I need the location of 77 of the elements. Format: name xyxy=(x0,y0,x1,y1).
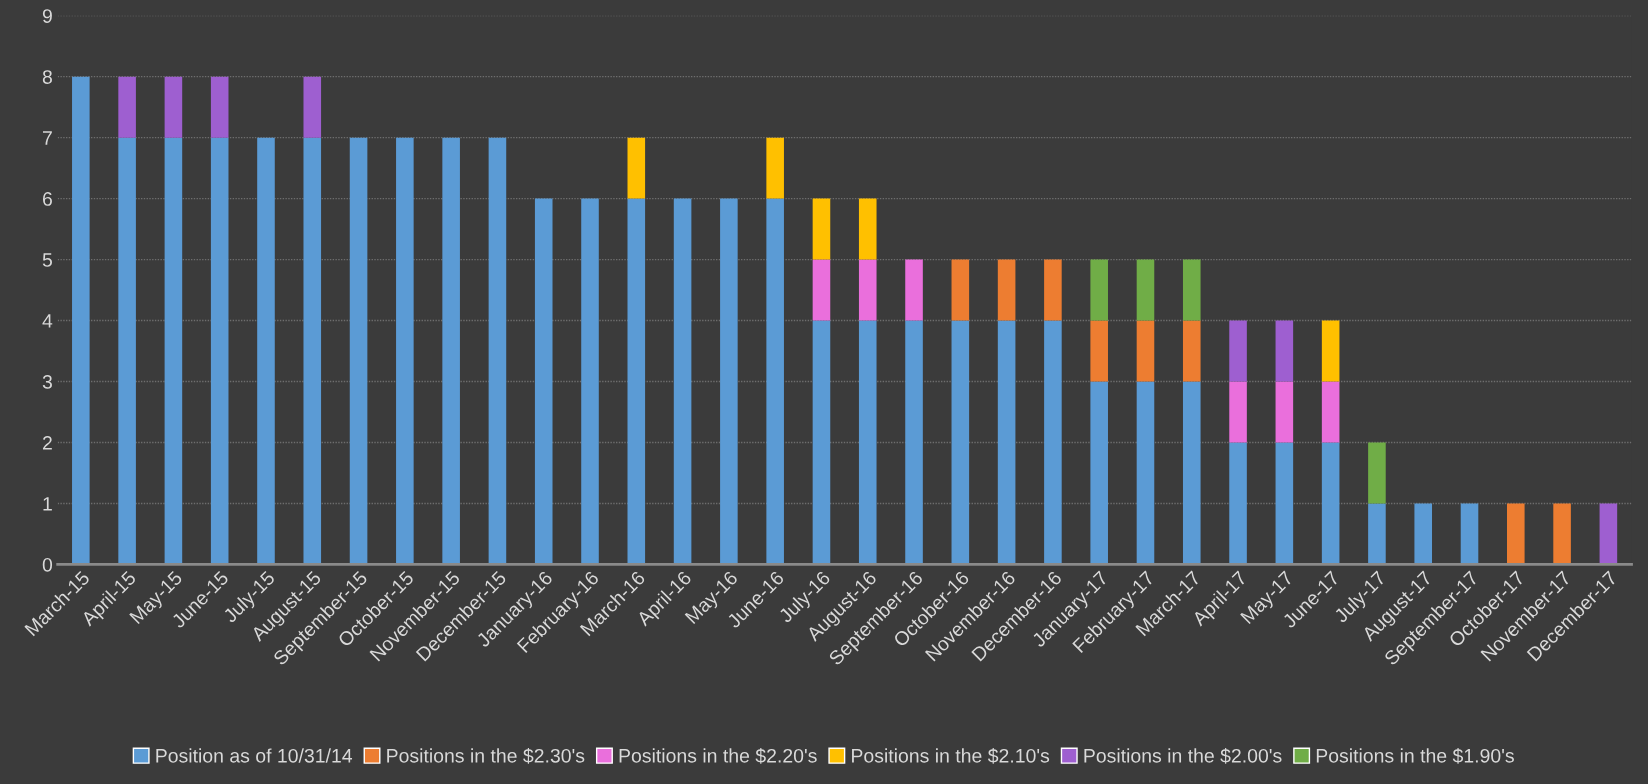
bar xyxy=(442,137,460,565)
bar xyxy=(303,76,322,138)
bar xyxy=(812,320,831,565)
y-tick-label: 6 xyxy=(42,192,52,206)
bar xyxy=(349,137,368,565)
bar xyxy=(118,137,136,565)
bar xyxy=(1090,381,1108,565)
bar xyxy=(858,259,877,321)
y-tick-label: 9 xyxy=(42,9,52,23)
bar xyxy=(673,198,692,565)
bar xyxy=(72,76,90,565)
bar xyxy=(396,137,414,565)
y-tick-label: 8 xyxy=(42,70,52,84)
legend-label: Position as of 10/31/14 xyxy=(156,748,353,763)
bar xyxy=(997,259,1016,321)
y-tick-label: 1 xyxy=(43,497,52,511)
bar xyxy=(1460,503,1479,565)
bar xyxy=(257,137,275,565)
bar xyxy=(210,76,229,138)
bar xyxy=(905,320,923,565)
legend-label: Positions in the $2.30's xyxy=(387,748,585,764)
bar xyxy=(581,198,599,565)
bar xyxy=(1599,503,1618,565)
bar xyxy=(951,320,970,565)
bar xyxy=(1044,320,1062,565)
bar xyxy=(1136,381,1155,565)
bar xyxy=(164,137,183,565)
bar xyxy=(1136,259,1155,321)
bar xyxy=(1229,381,1247,443)
bar xyxy=(1321,320,1340,382)
bar xyxy=(1229,442,1247,565)
legend-label: Positions in the $2.00's xyxy=(1084,748,1282,764)
y-tick-label: 4 xyxy=(42,314,53,328)
bar xyxy=(118,76,136,138)
bar xyxy=(1507,503,1525,565)
legend-label: Positions in the $2.20's xyxy=(619,748,817,764)
bar xyxy=(1275,381,1294,443)
bar xyxy=(858,320,877,565)
bar xyxy=(210,137,229,565)
bar xyxy=(997,320,1016,565)
bar xyxy=(1553,503,1571,565)
bar xyxy=(812,198,831,260)
bar xyxy=(951,259,970,321)
bar xyxy=(1368,442,1386,504)
y-tick-label: 3 xyxy=(42,375,52,389)
bar xyxy=(1044,259,1062,321)
y-tick-label: 0 xyxy=(42,557,53,572)
bar xyxy=(534,198,553,565)
y-tick-label: 7 xyxy=(43,131,52,145)
bar xyxy=(720,198,738,565)
bar xyxy=(488,137,507,565)
bar xyxy=(1275,442,1294,565)
bar xyxy=(858,198,877,260)
bar xyxy=(627,137,646,199)
bar xyxy=(905,259,923,321)
bar xyxy=(1368,503,1386,565)
bar xyxy=(1229,320,1247,382)
bar xyxy=(1321,381,1340,443)
bar xyxy=(1414,503,1433,565)
bar xyxy=(766,137,784,199)
bar xyxy=(1275,320,1294,382)
legend-label: Positions in the $1.90's xyxy=(1316,748,1514,764)
bar xyxy=(303,137,322,565)
y-tick-label: 2 xyxy=(42,435,52,450)
legend-label: Positions in the $2.10's xyxy=(852,748,1050,764)
bar xyxy=(164,76,183,138)
bar xyxy=(1321,442,1340,565)
bar xyxy=(812,259,831,321)
bar xyxy=(1182,259,1201,321)
bar xyxy=(766,198,784,565)
bar xyxy=(1136,320,1155,382)
bar xyxy=(627,198,646,565)
bar xyxy=(1090,320,1108,382)
bar xyxy=(1090,259,1108,321)
bar xyxy=(1182,320,1201,382)
y-tick-label: 5 xyxy=(42,253,52,267)
bar xyxy=(1182,381,1201,565)
